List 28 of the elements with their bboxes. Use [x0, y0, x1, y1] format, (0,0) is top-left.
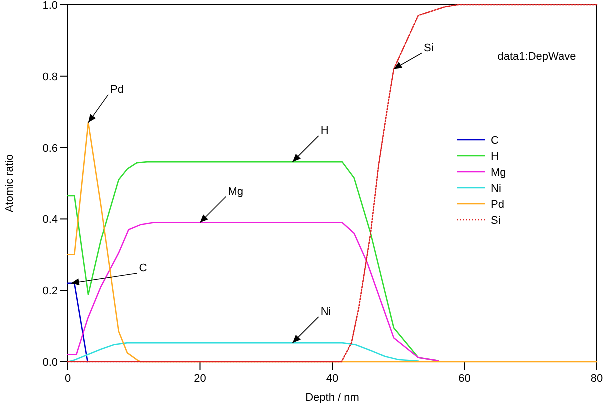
- annotation: Mg: [228, 186, 244, 198]
- legend-label: C: [491, 135, 499, 147]
- x-tick-label: 60: [458, 373, 471, 385]
- annotation: Si: [424, 42, 434, 54]
- y-tick-label: 0.4: [42, 214, 58, 226]
- y-tick-label: 0.0: [42, 357, 58, 369]
- annotation: data1:DepWave: [498, 51, 576, 63]
- x-tick-label: 20: [194, 373, 206, 385]
- x-tick-label: 0: [64, 373, 72, 385]
- y-tick-label: 0.2: [42, 286, 58, 298]
- y-tick-label: 0.6: [42, 142, 58, 155]
- annotation: C: [139, 262, 148, 274]
- legend-label: Ni: [491, 183, 502, 195]
- legend-label: H: [491, 151, 499, 163]
- y-tick-label: 0.8: [42, 71, 58, 84]
- line-series: [67, 342, 420, 363]
- legend-label: Pd: [491, 199, 504, 211]
- line-series: [67, 222, 439, 362]
- annotation: Ni: [320, 306, 332, 318]
- x-tick-label: 40: [326, 373, 339, 385]
- annotation: Pd: [110, 84, 124, 96]
- annotation: H: [320, 125, 329, 138]
- legend-label: Si: [491, 215, 501, 227]
- legend-label: Mg: [491, 167, 506, 179]
- x-tick-label: 80: [590, 373, 604, 385]
- y-axis-title: Atomic ratio: [4, 154, 16, 213]
- y-tick-label: 1.0: [42, 0, 58, 12]
- x-axis-title: Depth / nm: [306, 392, 360, 404]
